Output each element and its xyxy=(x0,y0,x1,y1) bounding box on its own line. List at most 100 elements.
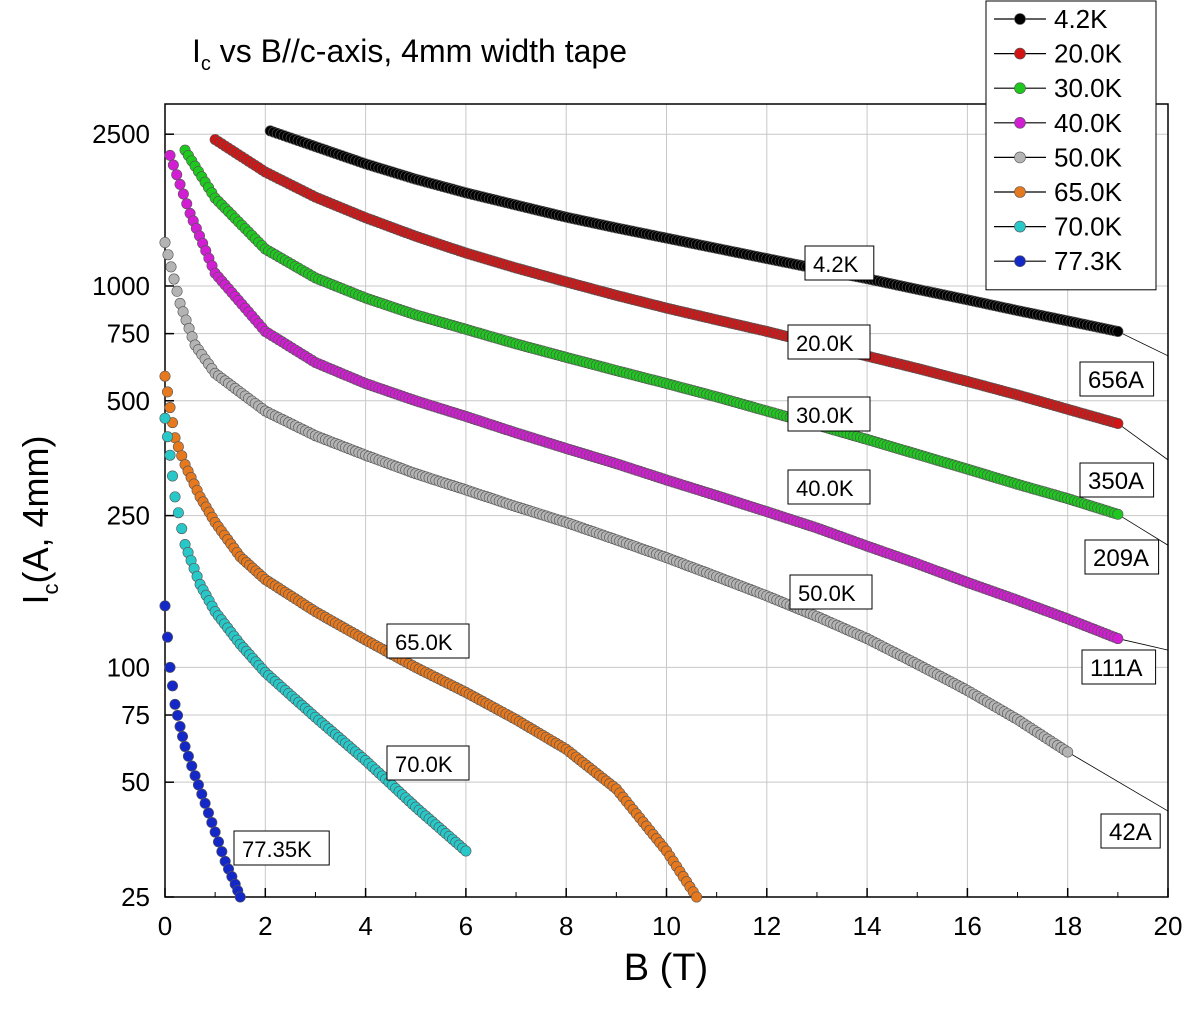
series-label: 20.0K xyxy=(787,324,871,360)
x-tick-label: 2 xyxy=(258,911,272,941)
fit-line xyxy=(1117,638,1169,651)
grid-lines xyxy=(165,104,1168,897)
data-point xyxy=(177,188,189,200)
series-label-box xyxy=(787,396,871,432)
data-point xyxy=(164,149,176,161)
series-label-box xyxy=(787,469,871,505)
series-label-text: 40.0K xyxy=(796,476,854,501)
legend-label: 77.3K xyxy=(1054,246,1123,276)
end-value-label-box xyxy=(1084,539,1160,575)
data-point xyxy=(186,760,198,772)
legend-frame xyxy=(985,0,1157,291)
end-value-label-text: 350A xyxy=(1088,468,1144,495)
series-label-box xyxy=(386,623,470,659)
data-point xyxy=(159,600,171,612)
x-axis-label: B (T) xyxy=(624,947,708,989)
data-point xyxy=(159,370,171,382)
series-50-0k xyxy=(159,237,1074,758)
x-tick-label: 0 xyxy=(158,911,172,941)
end-value-label-box xyxy=(1100,813,1161,849)
legend-marker xyxy=(1014,117,1026,129)
data-point xyxy=(234,891,246,903)
series-label-text: 30.0K xyxy=(796,403,854,428)
data-point xyxy=(177,731,189,743)
data-point xyxy=(164,402,176,414)
data-point xyxy=(167,159,179,171)
fit-line xyxy=(1117,423,1169,461)
legend: 4.2K 20.0K 30.0K 40.0K 50.0K 65.0K 70.0K 77.3K xyxy=(985,0,1157,291)
chart-title-sub: c xyxy=(201,53,211,75)
data-point xyxy=(162,431,174,443)
data-point xyxy=(167,680,179,692)
data-point xyxy=(212,836,224,848)
end-value-label-box xyxy=(1081,649,1157,685)
data-point xyxy=(164,661,176,673)
x-axis: 0 2 4 6 8 10 12 14 16 18 20 xyxy=(158,888,1183,941)
y-axis-label-main: I xyxy=(15,594,56,604)
data-point xyxy=(192,779,204,791)
legend-label: 40.0K xyxy=(1054,108,1123,138)
data-point xyxy=(172,507,184,519)
end-value-label-text: 656A xyxy=(1088,367,1144,394)
series-label: 70.0K xyxy=(386,745,470,781)
y-tick-label: 100 xyxy=(107,652,150,682)
legend-marker xyxy=(1014,255,1026,268)
data-point xyxy=(179,741,191,753)
data-point xyxy=(691,891,703,903)
x-tick-label: 16 xyxy=(953,911,982,941)
series-30-0k xyxy=(179,144,1124,520)
legend-marker xyxy=(1014,13,1026,25)
data-point xyxy=(162,249,174,261)
legend-marker xyxy=(1014,82,1026,94)
y-axis-label: Ic(A, 4mm) xyxy=(15,435,63,604)
fit-line xyxy=(1117,513,1169,546)
end-value-label-text: 209A xyxy=(1093,545,1149,572)
end-value-label-text: 111A xyxy=(1090,655,1143,682)
legend-label: 30.0K xyxy=(1054,73,1123,103)
series-label: 40.0K xyxy=(787,469,871,505)
x-tick-label: 18 xyxy=(1053,911,1082,941)
x-tick-label: 8 xyxy=(559,911,573,941)
y-tick-label: 750 xyxy=(107,319,150,349)
legend-marker xyxy=(1014,151,1026,164)
series-40-0k xyxy=(164,149,1124,645)
y-axis-label-rest: (A, 4mm) xyxy=(15,435,56,583)
data-point xyxy=(181,198,193,210)
data-point xyxy=(168,273,180,285)
y-tick-label: 1000 xyxy=(92,271,150,301)
y-axis: 25 50 75 100 250 500 750 1000 2500 xyxy=(92,119,174,912)
data-point xyxy=(169,491,181,503)
end-value-label-box xyxy=(1079,361,1155,397)
series-label-box xyxy=(386,745,470,781)
data-point xyxy=(176,523,188,535)
y-tick-label: 500 xyxy=(107,386,150,416)
data-point xyxy=(202,807,214,819)
chart-title-main: I xyxy=(192,33,201,69)
legend-marker xyxy=(1014,186,1026,198)
data-point xyxy=(1112,508,1124,520)
x-tick-label: 14 xyxy=(853,911,882,941)
series-label-text: 77.35K xyxy=(242,837,312,862)
fit-line xyxy=(1067,751,1169,812)
data-point xyxy=(1062,746,1074,758)
x-tick-label: 12 xyxy=(752,911,781,941)
data-point xyxy=(164,449,176,461)
series-label-text: 4.2K xyxy=(813,252,859,277)
series-label-text: 20.0K xyxy=(796,331,854,356)
data-point xyxy=(174,178,186,190)
series-label: 77.35K xyxy=(233,830,330,866)
series-4-2k xyxy=(264,125,1124,337)
fit-lines xyxy=(1067,331,1169,812)
series-label-box xyxy=(804,245,875,281)
legend-marker xyxy=(1014,220,1026,233)
series-label: 50.0K xyxy=(789,574,873,610)
y-tick-label: 25 xyxy=(121,882,150,912)
data-point xyxy=(460,845,472,857)
data-point xyxy=(171,285,183,297)
data-point xyxy=(162,386,174,398)
data-point xyxy=(159,412,171,424)
fit-line xyxy=(1117,331,1169,357)
x-tick-label: 20 xyxy=(1154,911,1183,941)
series-label-text: 65.0K xyxy=(395,630,453,655)
legend-label: 4.2K xyxy=(1054,4,1108,34)
